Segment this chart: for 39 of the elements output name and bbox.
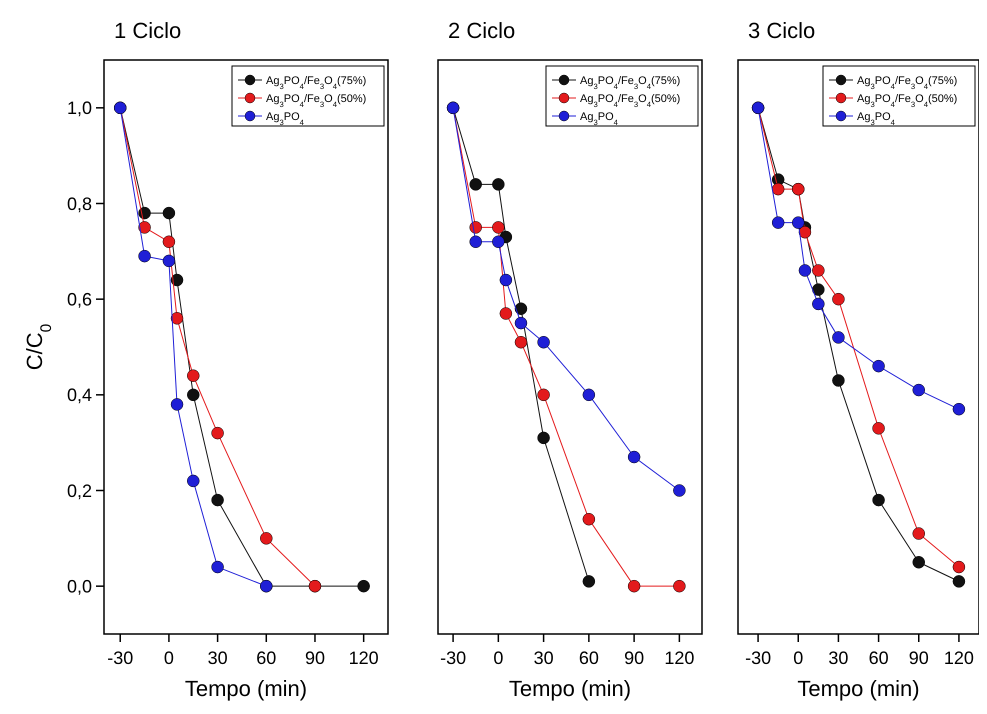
x-tick-label: 0 xyxy=(164,648,174,668)
x-axis-title: Tempo (min) xyxy=(508,676,632,701)
x-tick-label: 60 xyxy=(256,648,276,668)
x-tick-label: 90 xyxy=(304,648,325,668)
y-tick-label: 0,6 xyxy=(66,289,92,310)
chart-title: 1 Ciclo xyxy=(114,18,182,43)
legend-label: Ag$_{3}$PO$_{4}$ xyxy=(857,110,896,126)
text: Ag$_{3}$PO$_{4}$/Fe$_{3}$O$_{4}$(50%) xyxy=(266,92,366,108)
y-tick-label: 0,2 xyxy=(66,480,92,501)
x-tick-label: 30 xyxy=(208,648,228,668)
x-tick-label: 0 xyxy=(793,648,804,668)
text: Ag$_{3}$PO$_{4}$/Fe$_{3}$O$_{4}$(50%) xyxy=(580,92,680,108)
text: Ag$_{3}$PO$_{4}$/Fe$_{3}$O$_{4}$(75%) xyxy=(580,74,680,90)
y-tick-label: 1,0 xyxy=(66,98,92,118)
chart-title: 3 Ciclo xyxy=(748,18,816,43)
x-tick-label: 60 xyxy=(868,648,889,668)
text: Ag$_{3}$PO$_{4}$/Fe$_{3}$O$_{4}$(50%) xyxy=(857,92,958,108)
x-axis-title: Tempo (min) xyxy=(184,676,308,701)
x-tick-label: 120 xyxy=(664,648,694,668)
x-tick-label: 90 xyxy=(624,648,644,668)
legend-label: Ag$_{3}$PO$_{4}$ xyxy=(580,110,619,126)
x-tick-label: -30 xyxy=(745,648,772,668)
x-tick-label: 30 xyxy=(828,648,848,668)
y-tick-label: 0,8 xyxy=(66,194,92,214)
x-tick-label: 60 xyxy=(578,648,599,668)
x-axis-title: Tempo (min) xyxy=(797,676,920,701)
x-tick-label: -30 xyxy=(107,648,134,668)
text: Ag$_{3}$PO$_{4}$/Fe$_{3}$O$_{4}$(75%) xyxy=(857,74,958,90)
text: Ag$_{3}$PO$_{4}$/Fe$_{3}$O$_{4}$(75%) xyxy=(266,74,366,90)
chart-title: 2 Ciclo xyxy=(448,18,516,43)
y-tick-label: 0,4 xyxy=(66,385,92,406)
legend-label: Ag$_{3}$PO$_{4}$ xyxy=(266,110,305,126)
x-tick-label: 0 xyxy=(493,648,504,668)
x-tick-label: 90 xyxy=(908,648,929,668)
y-tick-label: 0,0 xyxy=(66,576,92,596)
x-tick-label: -30 xyxy=(440,648,466,668)
x-tick-label: 120 xyxy=(348,648,379,668)
x-tick-label: 30 xyxy=(534,648,554,668)
x-tick-label: 120 xyxy=(944,648,974,668)
